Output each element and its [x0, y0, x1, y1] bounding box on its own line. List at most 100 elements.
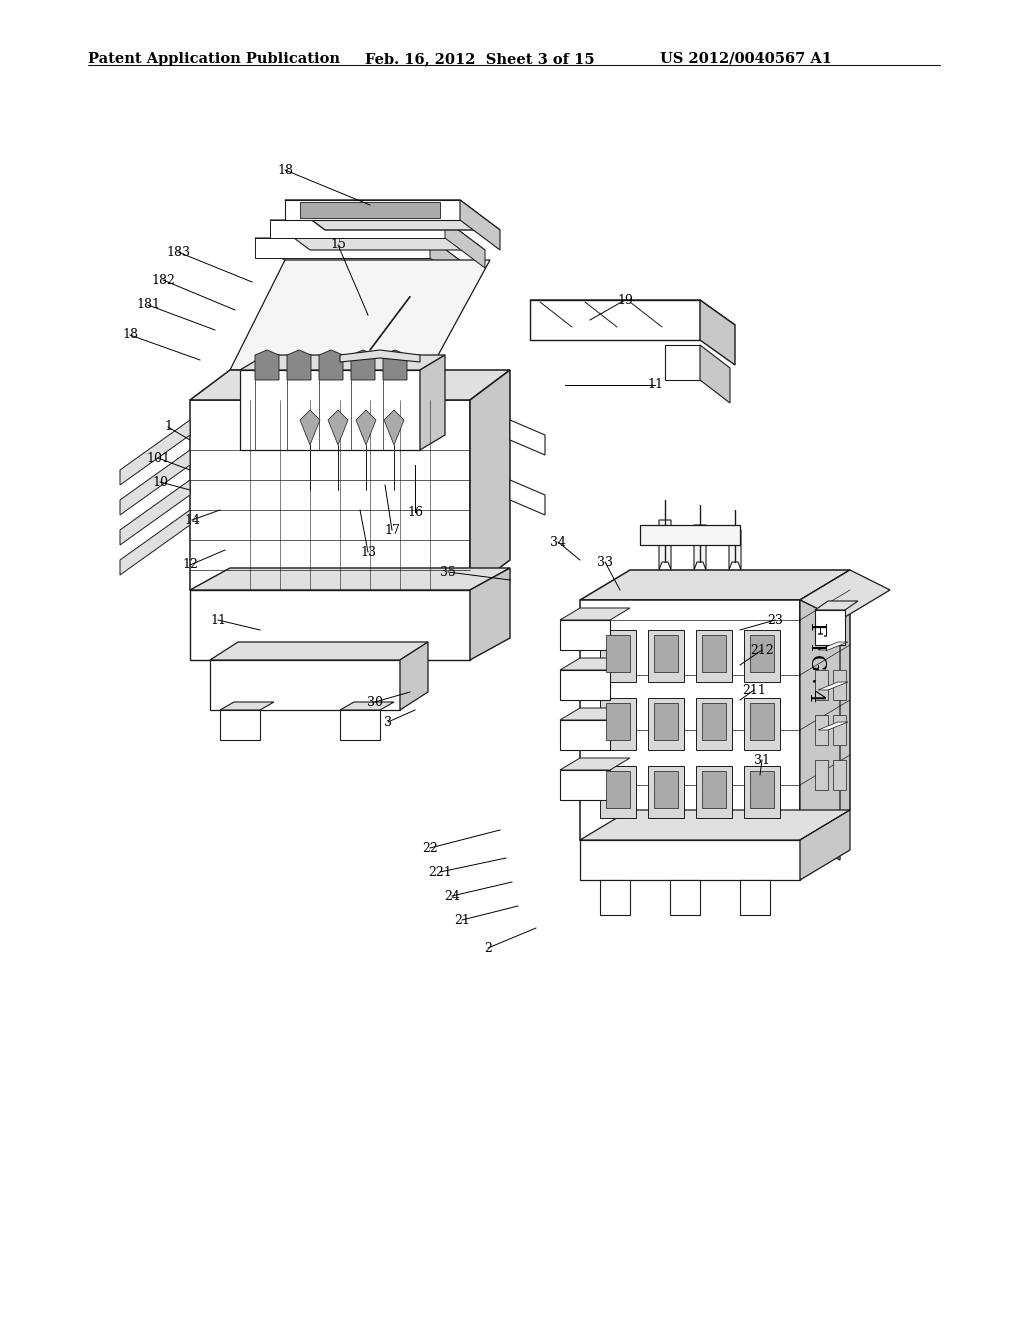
Polygon shape	[240, 370, 420, 450]
Polygon shape	[815, 671, 828, 700]
Polygon shape	[800, 570, 890, 620]
Polygon shape	[560, 609, 630, 620]
Text: 18: 18	[122, 329, 138, 342]
Text: 24: 24	[444, 890, 460, 903]
Text: 14: 14	[184, 513, 200, 527]
Text: 19: 19	[617, 293, 633, 306]
Polygon shape	[210, 642, 428, 660]
Polygon shape	[815, 715, 828, 744]
Polygon shape	[430, 238, 470, 288]
Polygon shape	[120, 450, 190, 515]
Polygon shape	[665, 345, 700, 380]
Polygon shape	[560, 657, 630, 671]
Text: Patent Application Publication: Patent Application Publication	[88, 51, 340, 66]
Text: .: .	[806, 678, 824, 685]
Polygon shape	[285, 201, 460, 220]
Text: F: F	[806, 623, 824, 638]
Text: I: I	[806, 644, 824, 652]
Polygon shape	[255, 238, 470, 268]
Polygon shape	[815, 610, 845, 645]
Polygon shape	[833, 671, 846, 700]
Polygon shape	[648, 698, 684, 750]
Text: 101: 101	[146, 451, 170, 465]
Polygon shape	[694, 525, 706, 570]
Polygon shape	[696, 698, 732, 750]
Text: 18: 18	[278, 164, 293, 177]
Text: 33: 33	[597, 556, 613, 569]
Polygon shape	[833, 715, 846, 744]
Polygon shape	[702, 704, 726, 741]
Text: 15: 15	[330, 239, 346, 252]
Polygon shape	[560, 758, 630, 770]
Text: 11: 11	[210, 614, 226, 627]
Polygon shape	[606, 635, 630, 672]
Polygon shape	[383, 350, 407, 380]
Polygon shape	[340, 702, 394, 710]
Text: US 2012/0040567 A1: US 2012/0040567 A1	[660, 51, 831, 66]
Text: 4: 4	[806, 689, 824, 702]
Polygon shape	[696, 630, 732, 682]
Polygon shape	[560, 770, 610, 800]
Polygon shape	[818, 682, 848, 690]
Polygon shape	[384, 411, 404, 445]
Polygon shape	[606, 771, 630, 808]
Text: G: G	[806, 655, 824, 672]
Polygon shape	[750, 635, 774, 672]
Polygon shape	[800, 810, 850, 880]
Text: 212: 212	[751, 644, 774, 656]
Polygon shape	[400, 642, 428, 710]
Text: 30: 30	[367, 696, 383, 709]
Polygon shape	[120, 510, 190, 576]
Polygon shape	[600, 766, 636, 818]
Polygon shape	[255, 238, 430, 257]
Polygon shape	[560, 719, 610, 750]
Polygon shape	[750, 771, 774, 808]
Text: 34: 34	[550, 536, 566, 549]
Polygon shape	[815, 601, 858, 610]
Polygon shape	[470, 370, 510, 590]
Polygon shape	[606, 704, 630, 741]
Polygon shape	[319, 350, 343, 380]
Polygon shape	[750, 704, 774, 741]
Polygon shape	[470, 568, 510, 660]
Polygon shape	[560, 671, 610, 700]
Polygon shape	[220, 710, 260, 741]
Polygon shape	[580, 601, 800, 840]
Polygon shape	[190, 568, 510, 590]
Text: Feb. 16, 2012  Sheet 3 of 15: Feb. 16, 2012 Sheet 3 of 15	[365, 51, 595, 66]
Polygon shape	[190, 590, 470, 660]
Polygon shape	[833, 760, 846, 789]
Polygon shape	[287, 350, 311, 380]
Polygon shape	[648, 630, 684, 682]
Text: 10: 10	[152, 475, 168, 488]
Polygon shape	[648, 766, 684, 818]
Polygon shape	[270, 220, 485, 249]
Text: 35: 35	[440, 565, 456, 578]
Polygon shape	[460, 201, 500, 249]
Text: 23: 23	[767, 614, 783, 627]
Polygon shape	[654, 635, 678, 672]
Text: 211: 211	[742, 684, 766, 697]
Text: 182: 182	[152, 273, 175, 286]
Text: 17: 17	[384, 524, 400, 536]
Text: 3: 3	[384, 715, 392, 729]
Polygon shape	[120, 420, 190, 484]
Polygon shape	[210, 660, 400, 710]
Polygon shape	[510, 480, 545, 515]
Text: 1: 1	[164, 421, 172, 433]
Polygon shape	[818, 642, 848, 649]
Polygon shape	[729, 531, 741, 570]
Polygon shape	[740, 880, 770, 915]
Polygon shape	[300, 202, 440, 218]
Polygon shape	[600, 880, 630, 915]
Polygon shape	[220, 702, 274, 710]
Text: 22: 22	[422, 842, 438, 854]
Polygon shape	[640, 525, 740, 545]
Polygon shape	[530, 300, 700, 341]
Polygon shape	[659, 520, 671, 570]
Text: 11: 11	[647, 379, 663, 392]
Polygon shape	[120, 480, 190, 545]
Polygon shape	[696, 766, 732, 818]
Polygon shape	[670, 880, 700, 915]
Polygon shape	[340, 710, 380, 741]
